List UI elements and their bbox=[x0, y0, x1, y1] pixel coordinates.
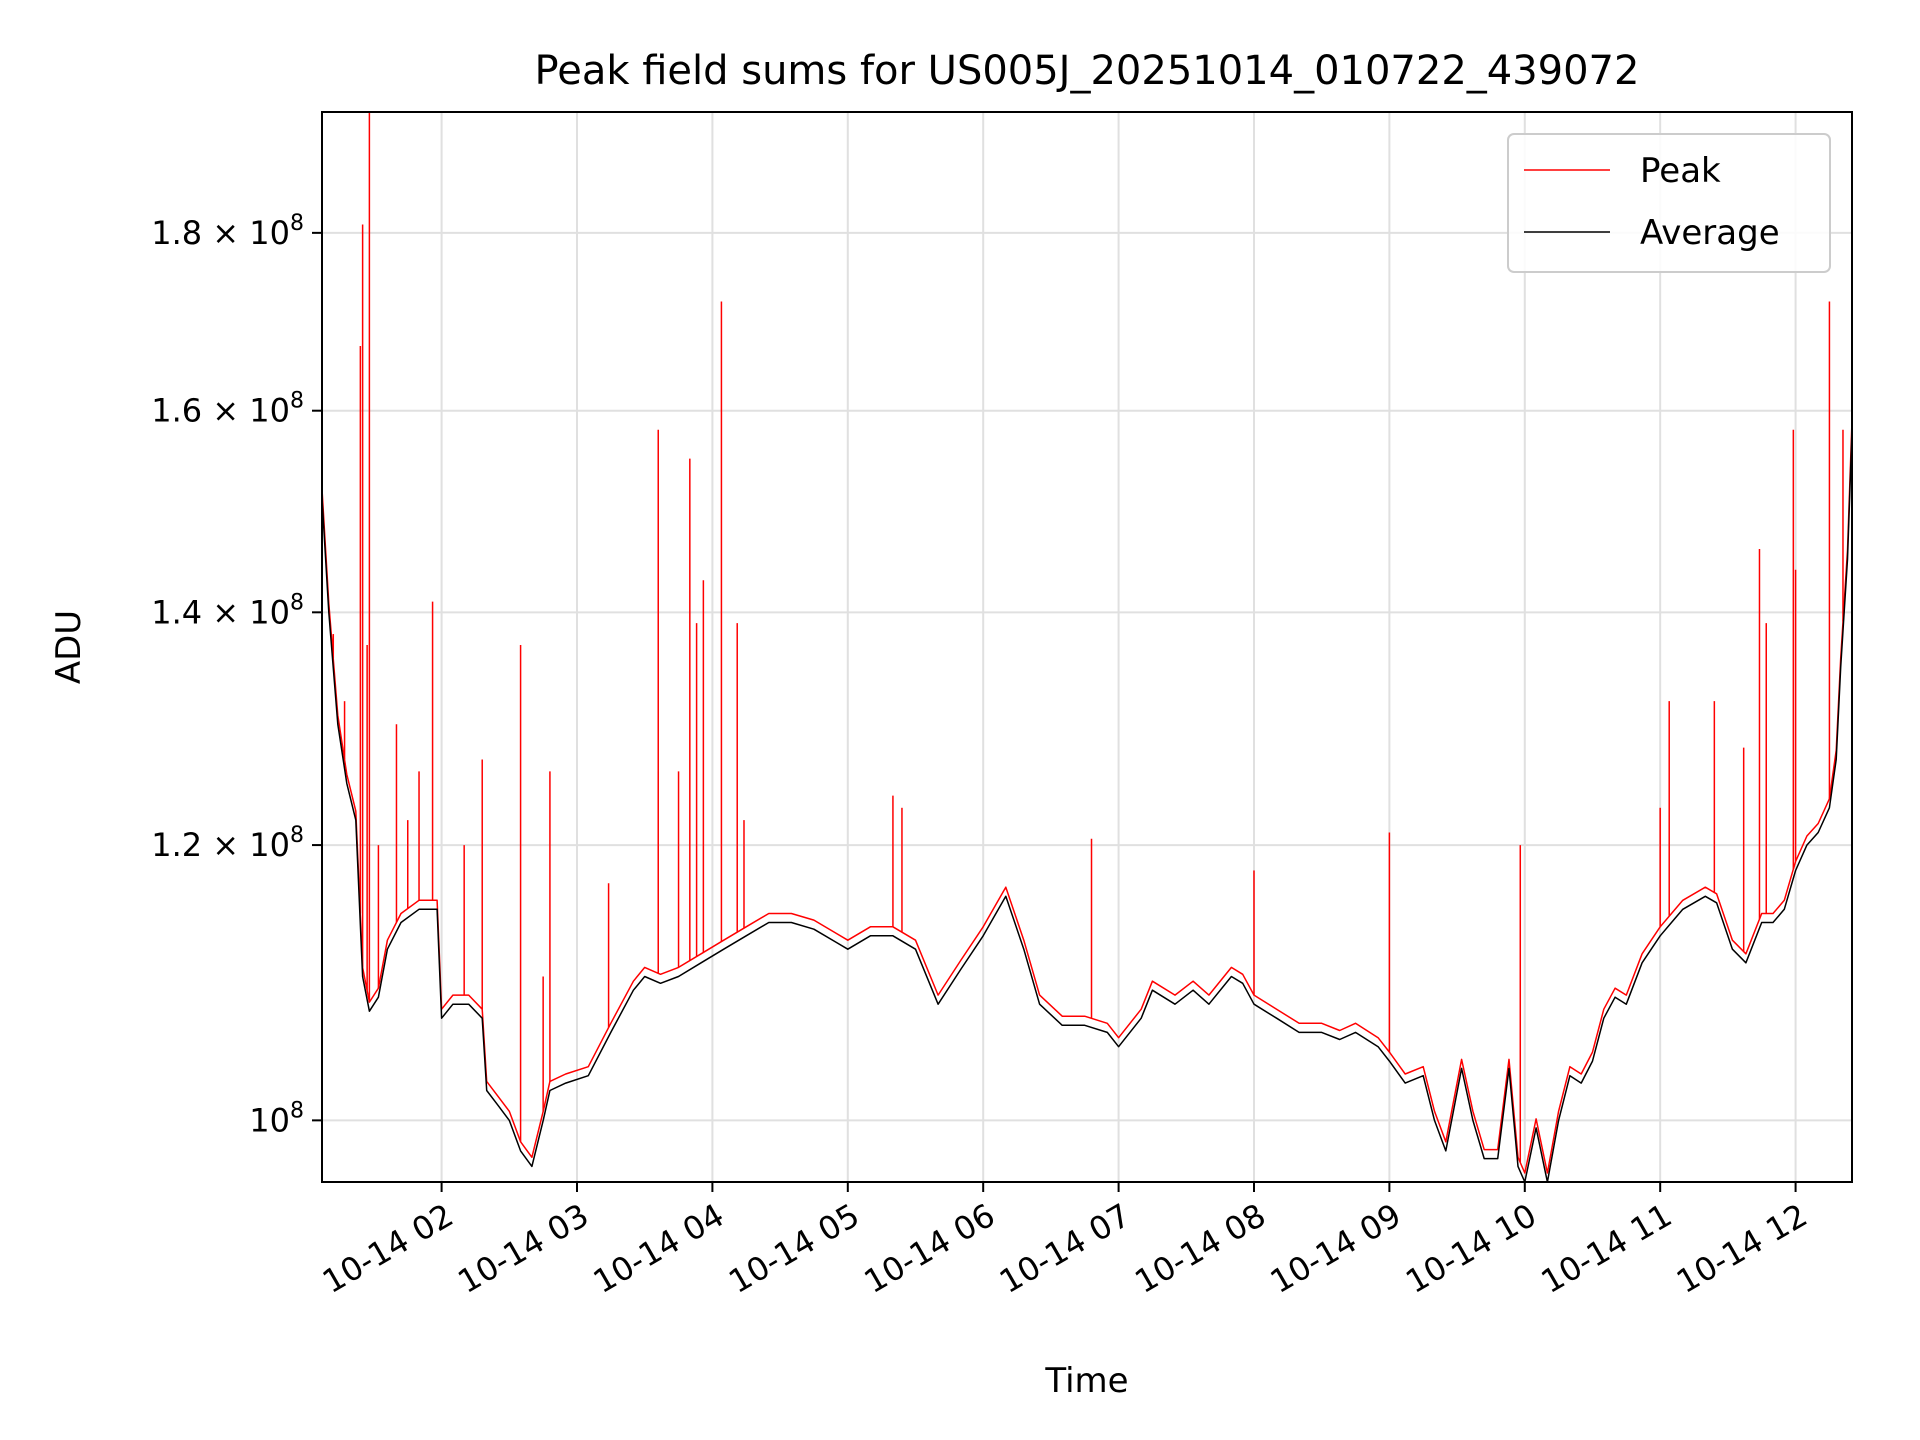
legend: Peak Average bbox=[1507, 133, 1831, 273]
y-axis-label: ADU bbox=[49, 610, 89, 684]
y-tick-label: 108 bbox=[249, 1098, 304, 1139]
y-tick-label: 1.6 × 108 bbox=[151, 389, 304, 430]
chart-title: Peak field sums for US005J_20251014_0107… bbox=[535, 48, 1640, 94]
series-average-line bbox=[321, 429, 1853, 1183]
x-axis-label: Time bbox=[1044, 1361, 1128, 1401]
legend-label-average: Average bbox=[1640, 213, 1780, 253]
plot-frame bbox=[321, 111, 1853, 1183]
plot-area bbox=[321, 112, 1853, 1183]
y-tick-label: 1.2 × 108 bbox=[151, 823, 304, 864]
y-tick-label: 1.4 × 108 bbox=[151, 590, 304, 631]
y-tick-label: 1.8 × 108 bbox=[151, 211, 304, 252]
legend-box bbox=[1507, 133, 1831, 273]
series-peak-line bbox=[321, 420, 1853, 1174]
legend-label-peak: Peak bbox=[1640, 151, 1721, 191]
y-axis-ticks: 108 1.2 × 108 1.4 × 108 1.6 × 108 1.8 × 108 bbox=[151, 211, 322, 1139]
